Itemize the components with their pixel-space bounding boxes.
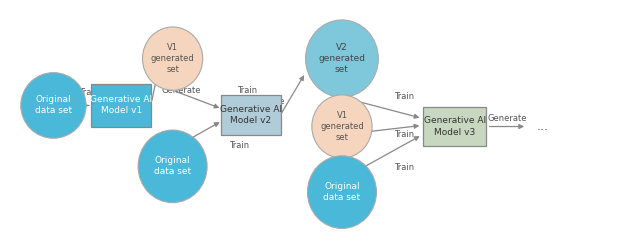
Ellipse shape bbox=[305, 20, 378, 97]
Text: V1
generated
set: V1 generated set bbox=[320, 111, 364, 142]
Text: Generate: Generate bbox=[487, 114, 527, 123]
Text: V1
generated
set: V1 generated set bbox=[151, 43, 195, 74]
FancyBboxPatch shape bbox=[92, 84, 151, 126]
Ellipse shape bbox=[21, 73, 86, 138]
Text: V2
generated
set: V2 generated set bbox=[319, 43, 365, 74]
Ellipse shape bbox=[307, 156, 376, 228]
Text: Generative AI
Model v1: Generative AI Model v1 bbox=[90, 95, 152, 115]
Text: Original
data set: Original data set bbox=[323, 182, 360, 202]
Ellipse shape bbox=[138, 130, 207, 203]
FancyBboxPatch shape bbox=[424, 107, 486, 147]
Text: Train: Train bbox=[394, 130, 414, 139]
Text: Generate: Generate bbox=[245, 98, 285, 106]
Text: Generate: Generate bbox=[162, 86, 202, 95]
Text: Train: Train bbox=[237, 86, 257, 95]
FancyBboxPatch shape bbox=[221, 95, 281, 135]
Text: Train: Train bbox=[229, 141, 249, 150]
Text: Generative AI
Model v3: Generative AI Model v3 bbox=[424, 116, 486, 136]
Ellipse shape bbox=[312, 95, 372, 158]
Text: Original
data set: Original data set bbox=[154, 156, 191, 176]
Ellipse shape bbox=[143, 27, 203, 90]
Text: Train: Train bbox=[79, 88, 99, 97]
Text: Train: Train bbox=[394, 92, 414, 101]
Text: Generative AI
Model v2: Generative AI Model v2 bbox=[220, 105, 282, 125]
Text: Original
data set: Original data set bbox=[35, 95, 72, 115]
Text: Train: Train bbox=[394, 163, 414, 172]
Text: ...: ... bbox=[536, 120, 548, 133]
